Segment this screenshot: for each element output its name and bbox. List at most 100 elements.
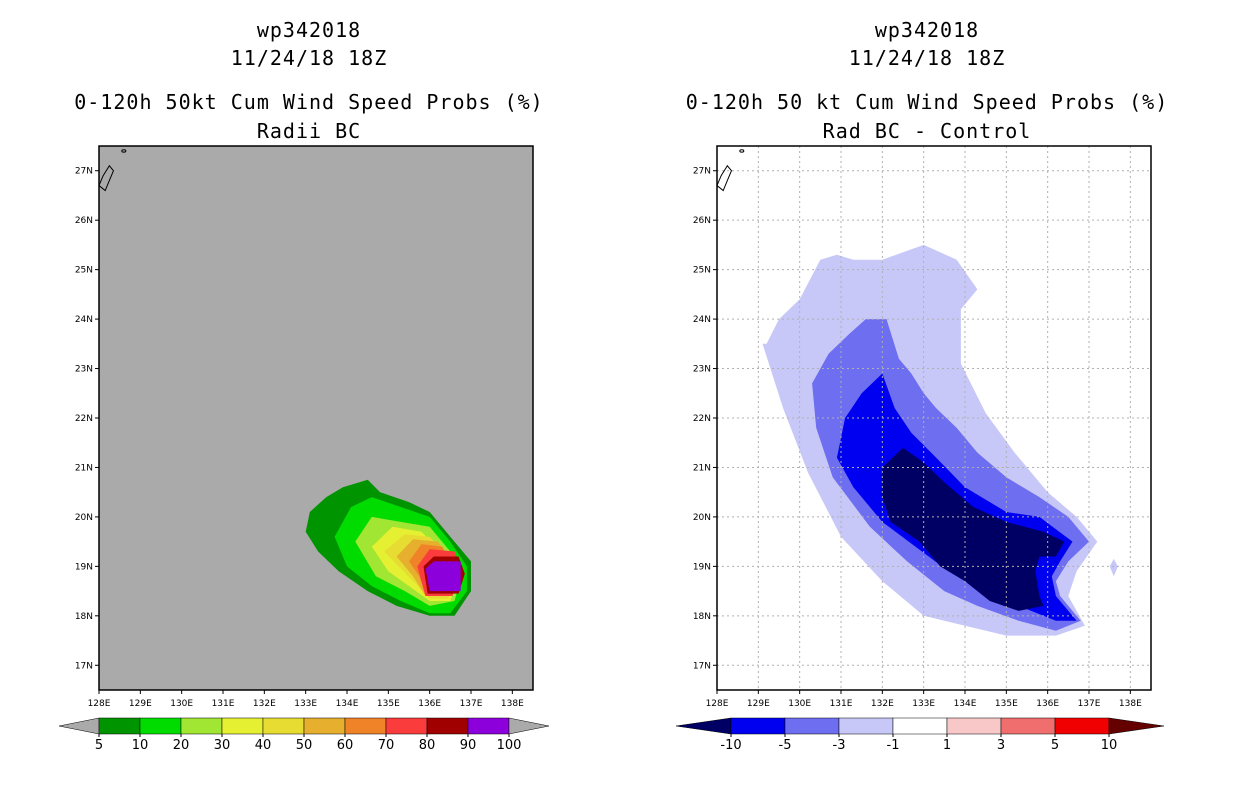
left-colorbar-swatch-7 bbox=[385, 717, 428, 735]
left-ytick-label-3: 20N bbox=[75, 513, 93, 523]
left-colorbar-swatch-3 bbox=[221, 717, 264, 735]
left-xtick-label-7: 135E bbox=[377, 699, 400, 709]
right-ytick-label-10: 27N bbox=[693, 167, 711, 177]
left-coastline-islet bbox=[121, 149, 127, 153]
left-xtick-label-3: 131E bbox=[212, 699, 235, 709]
right-chart-panel: wp342018 11/24/18 18Z 0-120h 50 kt Cum W… bbox=[618, 0, 1236, 800]
right-chart-svg: 128E 129E 130E 131E 132E 133E 134E 135E 136E 137E… bbox=[675, 145, 1165, 753]
left-ytick-label-10: 27N bbox=[75, 167, 93, 177]
right-ytick-label-2: 19N bbox=[693, 562, 711, 572]
right-colorbar-swatch-4 bbox=[946, 717, 1002, 735]
left-xtick-label-9: 137E bbox=[460, 699, 483, 709]
left-xtick-label-1: 129E bbox=[129, 699, 152, 709]
left-xtick-label-5: 133E bbox=[294, 699, 317, 709]
right-coastline-islet bbox=[739, 149, 745, 153]
left-xtick-label-6: 134E bbox=[336, 699, 359, 709]
right-xtick-label-4: 132E bbox=[871, 699, 894, 709]
right-title-line4: Rad BC - Control bbox=[822, 119, 1032, 143]
left-colorbar-swatch-2 bbox=[180, 717, 223, 735]
right-title-line1: wp342018 bbox=[874, 18, 980, 42]
right-xtick-label-3: 131E bbox=[830, 699, 853, 709]
left-title-line2: 11/24/18 18Z bbox=[230, 46, 388, 70]
left-plot-background bbox=[99, 146, 533, 690]
right-colorbar-swatch-2 bbox=[838, 717, 894, 735]
left-xtick-label-10: 138E bbox=[501, 699, 524, 709]
left-ytick-label-7: 24N bbox=[75, 315, 93, 325]
right-ytick-label-4: 21N bbox=[693, 463, 711, 473]
left-colorbar-label-3: 30 bbox=[214, 738, 231, 753]
left-colorbar-swatch-5 bbox=[303, 717, 346, 735]
left-colorbar-swatch-1 bbox=[139, 717, 182, 735]
right-ytick-label-9: 26N bbox=[693, 216, 711, 226]
right-xtick-label-5: 133E bbox=[912, 699, 935, 709]
right-xtick-label-6: 134E bbox=[954, 699, 977, 709]
left-xtick-label-4: 132E bbox=[253, 699, 276, 709]
left-colorbar-swatch-8 bbox=[426, 717, 469, 735]
left-chart-panel: wp342018 11/24/18 18Z 0-120h 50kt Cum Wi… bbox=[58, 18, 550, 753]
left-ytick-label-2: 19N bbox=[75, 562, 93, 572]
right-colorbar-label-7: 10 bbox=[1101, 738, 1118, 753]
right-ytick-label-7: 24N bbox=[693, 315, 711, 325]
left-title-line1: wp342018 bbox=[256, 18, 362, 42]
left-chart-svg: 128E 129E 130E 131E 132E 133E 134E 135E 136E 137E… bbox=[58, 145, 550, 753]
right-colorbar-swatch-3 bbox=[892, 717, 948, 735]
right-xtick-label-9: 137E bbox=[1078, 699, 1101, 709]
left-colorbar-label-5: 50 bbox=[296, 738, 313, 753]
right-ytick-label-0: 17N bbox=[693, 661, 711, 671]
right-xtick-label-10: 138E bbox=[1119, 699, 1142, 709]
right-colorbar-low-triangle bbox=[675, 717, 732, 735]
left-colorbar-label-10: 100 bbox=[497, 738, 522, 753]
right-colorbar-swatch-6 bbox=[1054, 717, 1110, 735]
left-ytick-label-6: 23N bbox=[75, 365, 93, 375]
left-colorbar-label-7: 70 bbox=[378, 738, 395, 753]
right-title-line3: 0-120h 50 kt Cum Wind Speed Probs (%) bbox=[685, 90, 1169, 114]
left-colorbar-label-4: 40 bbox=[255, 738, 272, 753]
right-ytick-label-3: 20N bbox=[693, 513, 711, 523]
right-ytick-label-6: 23N bbox=[693, 365, 711, 375]
left-colorbar-label-2: 20 bbox=[173, 738, 190, 753]
right-contour-neg1-1 bbox=[1109, 558, 1118, 577]
right-colorbar-label-1: -5 bbox=[779, 738, 792, 753]
right-xtick-label-2: 130E bbox=[788, 699, 811, 709]
left-colorbar-swatch-4 bbox=[262, 717, 305, 735]
right-xtick-label-7: 135E bbox=[995, 699, 1018, 709]
left-xtick-label-2: 130E bbox=[170, 699, 193, 709]
left-title-line3: 0-120h 50kt Cum Wind Speed Probs (%) bbox=[74, 90, 544, 114]
left-colorbar-label-9: 90 bbox=[460, 738, 477, 753]
left-ytick-label-1: 18N bbox=[75, 612, 93, 622]
right-ytick-label-8: 25N bbox=[693, 266, 711, 276]
left-ytick-label-0: 17N bbox=[75, 661, 93, 671]
right-colorbar-label-2: -3 bbox=[833, 738, 846, 753]
right-ytick-label-1: 18N bbox=[693, 612, 711, 622]
left-title-line4: Radii BC bbox=[256, 119, 362, 143]
left-ytick-label-9: 26N bbox=[75, 216, 93, 226]
right-ytick-label-5: 22N bbox=[693, 414, 711, 424]
right-colorbar-swatch-1 bbox=[784, 717, 840, 735]
right-colorbar-label-4: 1 bbox=[943, 738, 951, 753]
left-xtick-label-8: 136E bbox=[418, 699, 441, 709]
right-xtick-label-1: 129E bbox=[747, 699, 770, 709]
right-colorbar-label-0: -10 bbox=[720, 738, 741, 753]
right-title-line2: 11/24/18 18Z bbox=[848, 46, 1006, 70]
right-xtick-label-0: 128E bbox=[706, 699, 729, 709]
left-colorbar-swatch-0 bbox=[98, 717, 141, 735]
left-colorbar-label-6: 60 bbox=[337, 738, 354, 753]
left-contour-90-9 bbox=[425, 561, 461, 592]
right-colorbar-high-triangle bbox=[1108, 717, 1165, 735]
right-colorbar-label-5: 3 bbox=[997, 738, 1005, 753]
left-colorbar-low-triangle bbox=[58, 717, 100, 735]
left-ytick-label-4: 21N bbox=[75, 463, 93, 473]
right-colorbar-label-6: 5 bbox=[1051, 738, 1059, 753]
left-colorbar-high-triangle bbox=[508, 717, 550, 735]
left-colorbar-label-1: 10 bbox=[132, 738, 149, 753]
right-colorbar-label-3: -1 bbox=[887, 738, 900, 753]
right-colorbar-swatch-5 bbox=[1000, 717, 1056, 735]
left-colorbar-swatch-9 bbox=[467, 717, 510, 735]
left-ytick-label-5: 22N bbox=[75, 414, 93, 424]
right-xtick-label-8: 136E bbox=[1036, 699, 1059, 709]
left-colorbar-label-0: 5 bbox=[95, 738, 103, 753]
left-colorbar-swatch-6 bbox=[344, 717, 387, 735]
right-colorbar-swatch-0 bbox=[730, 717, 786, 735]
left-ytick-label-8: 25N bbox=[75, 266, 93, 276]
left-xtick-label-0: 128E bbox=[88, 699, 111, 709]
